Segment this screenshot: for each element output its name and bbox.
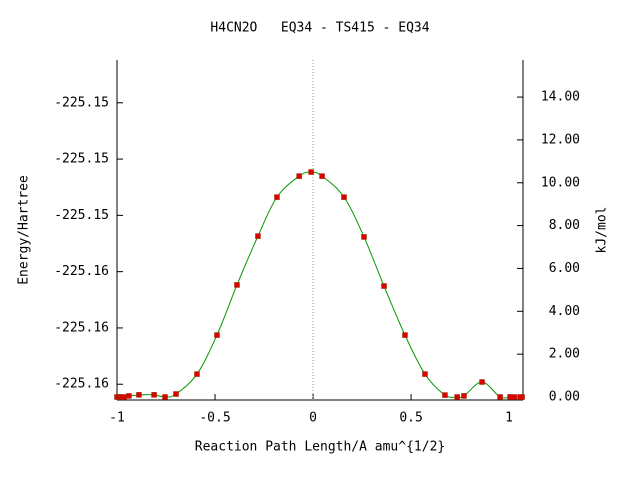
x-axis-label: Reaction Path Length/A amu^{1/2} <box>195 440 445 455</box>
y-tick-label: -225.15 <box>54 95 109 110</box>
y2-tick-label: 10.00 <box>541 175 580 190</box>
y2-tick-label: 0.00 <box>549 390 580 405</box>
point <box>214 332 220 338</box>
y-tick-label: -225.15 <box>54 152 109 167</box>
point <box>121 394 127 400</box>
point <box>511 394 517 400</box>
y2-tick-label: 2.00 <box>549 347 580 362</box>
y-axis-label: Energy/Hartree <box>17 175 32 285</box>
point <box>361 234 367 240</box>
x-tick-label: -1 <box>109 411 125 426</box>
point <box>402 332 408 338</box>
y-tick-label: -225.16 <box>54 264 109 279</box>
point <box>341 194 347 200</box>
y2-tick-label: 12.00 <box>541 132 580 147</box>
point <box>234 282 240 288</box>
point <box>422 371 428 377</box>
point <box>381 283 387 289</box>
point <box>274 194 280 200</box>
point <box>319 173 325 179</box>
point <box>519 394 525 400</box>
y-tick-label: -225.16 <box>54 320 109 335</box>
y-tick-label: -225.16 <box>54 377 109 392</box>
point <box>461 393 467 399</box>
y2-tick-label: 8.00 <box>549 218 580 233</box>
point <box>173 391 179 397</box>
point <box>308 169 314 175</box>
point <box>479 379 485 385</box>
point <box>136 392 142 398</box>
curve <box>116 171 523 399</box>
point <box>162 394 168 400</box>
point <box>442 392 448 398</box>
point <box>255 233 261 239</box>
point <box>194 371 200 377</box>
point <box>296 173 302 179</box>
point <box>126 393 132 399</box>
x-tick-label: -0.5 <box>199 411 230 426</box>
y2-tick-label: 4.00 <box>549 304 580 319</box>
point <box>151 392 157 398</box>
y2-tick-label: 14.00 <box>541 90 580 105</box>
y-tick-label: -225.15 <box>54 208 109 223</box>
y2-tick-label: 6.00 <box>549 261 580 276</box>
chart-title: H4CN2O EQ34 - TS415 - EQ34 <box>210 21 429 36</box>
point <box>454 394 460 400</box>
x-tick-label: 1 <box>505 411 513 426</box>
x-tick-label: 0.5 <box>399 411 422 426</box>
point <box>497 394 503 400</box>
x-tick-label: 0 <box>309 411 317 426</box>
y2-axis-label: kJ/mol <box>595 207 610 254</box>
